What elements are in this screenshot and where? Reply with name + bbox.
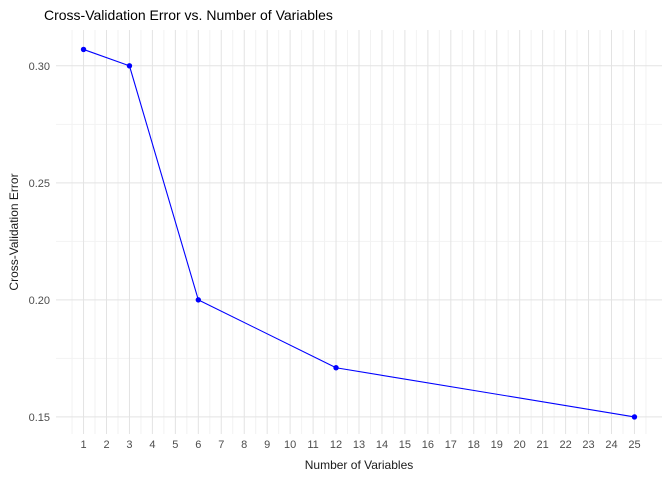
- x-tick-label: 22: [559, 439, 571, 451]
- data-point: [80, 46, 87, 53]
- y-tick-label: 0.30: [29, 61, 50, 73]
- x-tick-label: 18: [468, 439, 480, 451]
- x-tick-label: 13: [353, 439, 365, 451]
- x-tick-label: 3: [126, 439, 132, 451]
- y-tick-label: 0.15: [29, 412, 50, 424]
- x-tick-label: 1: [80, 439, 86, 451]
- x-tick-label: 16: [422, 439, 434, 451]
- y-axis-title: Cross-Validation Error: [7, 173, 21, 291]
- data-point: [195, 297, 202, 303]
- x-tick-label: 9: [264, 439, 270, 451]
- x-axis-title: Number of Variables: [304, 458, 414, 472]
- chart-title: Cross-Validation Error vs. Number of Var…: [44, 7, 333, 23]
- x-tick-label: 5: [172, 439, 178, 451]
- minor-gridlines: [56, 30, 662, 434]
- y-tick-labels: 0.15 0.20 0.25 0.30: [29, 61, 50, 424]
- x-tick-label: 20: [514, 439, 526, 451]
- x-tick-label: 24: [605, 439, 617, 451]
- data-point: [333, 365, 339, 371]
- x-tick-label: 15: [399, 439, 411, 451]
- x-tick-label: 21: [537, 439, 549, 451]
- x-tick-label: 4: [149, 439, 155, 451]
- data-point: [631, 414, 638, 420]
- x-tick-label: 2: [103, 439, 109, 451]
- x-tick-label: 19: [491, 439, 503, 451]
- x-tick-label: 11: [307, 439, 318, 451]
- x-tick-label: 17: [445, 439, 457, 451]
- x-tick-label: 6: [195, 439, 201, 451]
- x-tick-label: 12: [330, 439, 342, 451]
- major-gridlines: [56, 30, 662, 434]
- y-tick-label: 0.20: [29, 295, 50, 307]
- x-tick-label: 8: [241, 439, 247, 451]
- x-tick-label: 7: [218, 439, 224, 451]
- x-tick-label: 23: [582, 439, 594, 451]
- y-tick-label: 0.25: [29, 178, 50, 190]
- x-tick-labels: 1 2 3 4 5 6 7 8 9 10 11 12 13 14 15 16 17 18 19 20 21 22 23 24 2…: [80, 439, 640, 451]
- data-point: [126, 63, 133, 69]
- x-tick-label: 25: [628, 439, 640, 451]
- x-tick-label: 10: [284, 439, 296, 451]
- x-tick-label: 14: [376, 439, 388, 451]
